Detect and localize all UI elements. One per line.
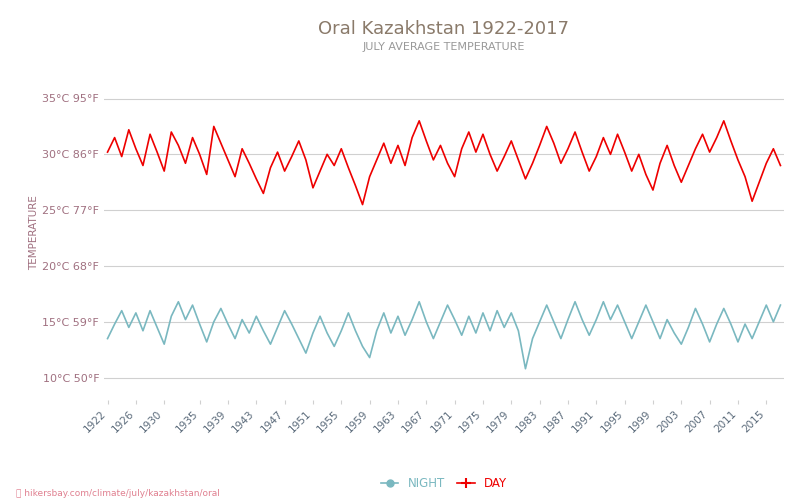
Y-axis label: TEMPERATURE: TEMPERATURE (30, 195, 39, 270)
Legend: NIGHT, DAY: NIGHT, DAY (376, 472, 512, 494)
Text: ⌖ hikersbay.com/climate/july/kazakhstan/oral: ⌖ hikersbay.com/climate/july/kazakhstan/… (16, 488, 220, 498)
Title: Oral Kazakhstan 1922-2017: Oral Kazakhstan 1922-2017 (318, 20, 570, 38)
Text: JULY AVERAGE TEMPERATURE: JULY AVERAGE TEMPERATURE (363, 42, 525, 51)
